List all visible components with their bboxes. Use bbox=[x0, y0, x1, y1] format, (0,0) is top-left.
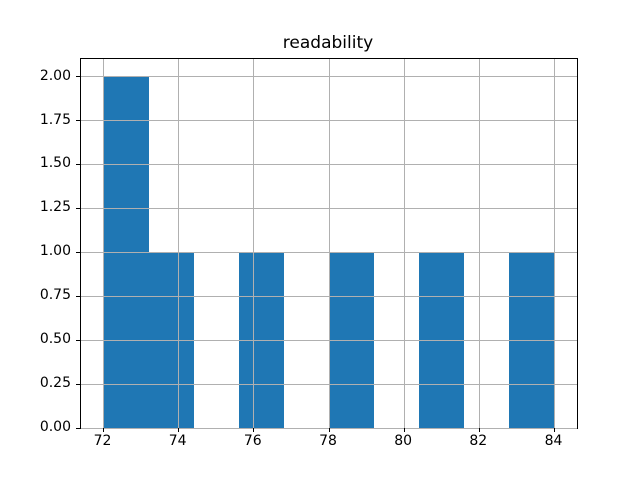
gridline-vertical bbox=[178, 59, 180, 428]
x-tick-label: 74 bbox=[168, 433, 187, 449]
gridline-vertical bbox=[103, 59, 104, 428]
gridline-horizontal bbox=[81, 383, 577, 385]
gridline-vertical bbox=[554, 59, 555, 428]
y-tick-mark bbox=[76, 383, 80, 385]
gridline-horizontal bbox=[81, 339, 577, 341]
x-tick-mark bbox=[253, 428, 255, 432]
gridline-vertical bbox=[403, 59, 405, 428]
x-tick-mark bbox=[103, 428, 104, 432]
x-tick-label: 80 bbox=[394, 433, 413, 449]
y-tick-label: 0.50 bbox=[39, 331, 71, 348]
gridline-horizontal bbox=[81, 207, 577, 209]
x-tick-label: 72 bbox=[93, 433, 112, 449]
gridline-horizontal bbox=[81, 163, 577, 165]
y-tick-label: 1.50 bbox=[39, 155, 71, 172]
y-tick-mark bbox=[76, 207, 80, 209]
gridline-vertical bbox=[253, 59, 255, 428]
y-tick-mark bbox=[76, 76, 80, 78]
y-tick-mark bbox=[76, 339, 80, 341]
y-tick-mark bbox=[76, 427, 80, 429]
y-tick-label: 1.00 bbox=[39, 243, 71, 260]
x-tick-mark bbox=[328, 428, 330, 432]
chart-title: readability bbox=[282, 33, 374, 53]
y-tick-label: 0.25 bbox=[39, 375, 71, 392]
y-tick-label: 0.00 bbox=[39, 419, 71, 435]
gridline-vertical bbox=[328, 59, 330, 428]
x-tick-mark bbox=[478, 428, 480, 432]
gridline-horizontal bbox=[81, 76, 577, 78]
y-tick-label: 2.00 bbox=[39, 67, 71, 84]
x-tick-label: 84 bbox=[544, 433, 563, 449]
y-tick-label: 1.25 bbox=[39, 199, 71, 216]
x-tick-mark bbox=[403, 428, 405, 432]
x-tick-mark bbox=[178, 428, 180, 432]
x-tick-mark bbox=[554, 428, 555, 432]
y-tick-mark bbox=[76, 120, 80, 121]
plot-area bbox=[76, 58, 578, 432]
x-tick-label: 76 bbox=[243, 433, 262, 449]
y-tick-mark bbox=[76, 163, 80, 165]
gridline-horizontal bbox=[81, 120, 577, 121]
gridline-horizontal bbox=[81, 295, 577, 297]
y-tick-label: 1.75 bbox=[39, 111, 71, 128]
gridline-horizontal bbox=[81, 251, 577, 253]
x-tick-label: 82 bbox=[469, 433, 488, 449]
gridline-vertical bbox=[478, 59, 480, 428]
y-tick-mark bbox=[76, 251, 80, 253]
y-tick-label: 0.75 bbox=[39, 287, 71, 304]
y-tick-mark bbox=[76, 295, 80, 297]
x-tick-label: 78 bbox=[319, 433, 337, 449]
